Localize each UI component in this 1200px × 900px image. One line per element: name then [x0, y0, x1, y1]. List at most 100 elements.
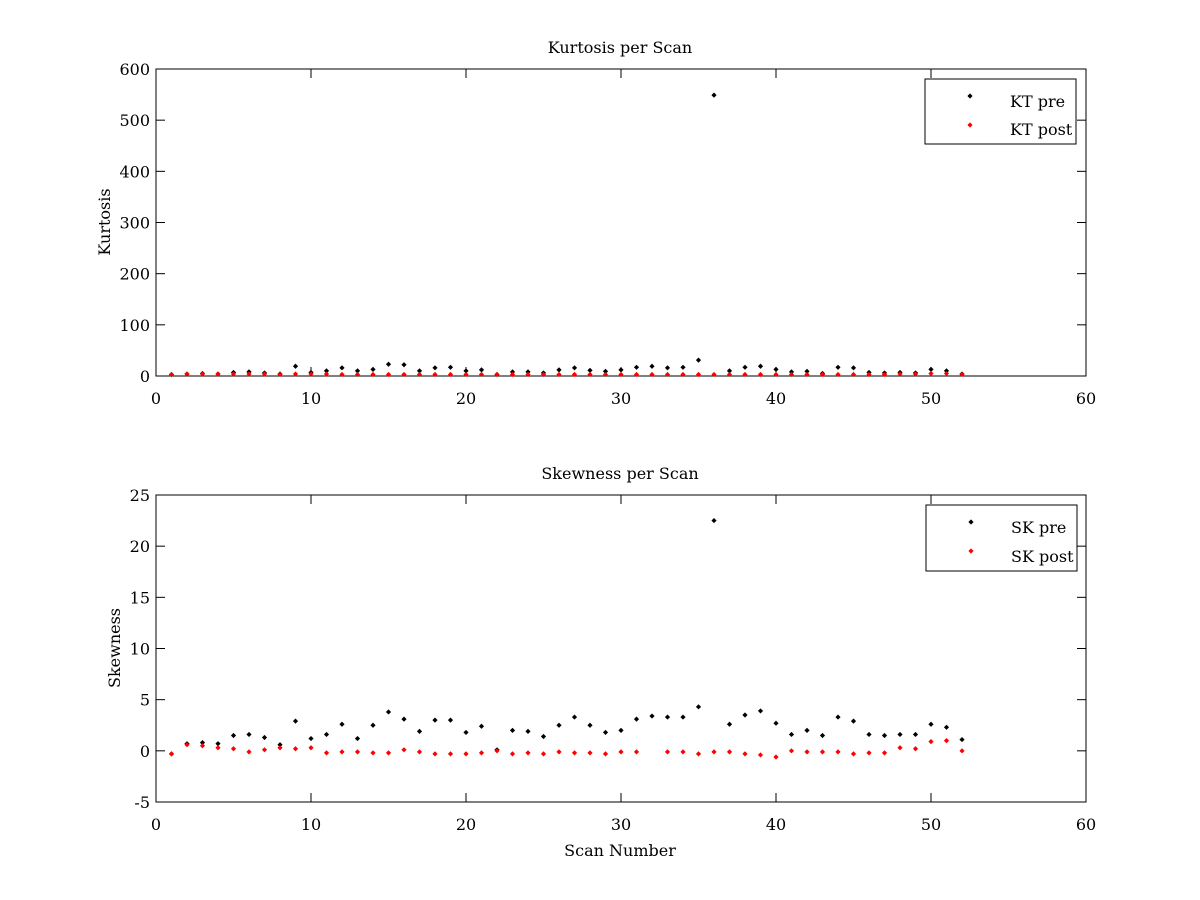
skewness-post-point [835, 749, 841, 755]
kurtosis-post-point [168, 371, 175, 378]
skewness-pre-point [587, 722, 593, 728]
skewness-y-tick-label: -5 [134, 793, 150, 812]
skewness-post-point [385, 750, 392, 756]
kurtosis-post-point [788, 371, 795, 378]
kurtosis-pre-point [726, 368, 733, 374]
kurtosis-post-point [525, 371, 531, 378]
skewness-post-point [602, 751, 609, 757]
kurtosis-post-point [277, 371, 283, 378]
skewness-axes [155, 494, 1087, 803]
kurtosis-legend-marker-pre [967, 93, 973, 99]
kurtosis-post-point [215, 371, 221, 377]
skewness-post-point [680, 749, 686, 755]
skewness-post-point [478, 750, 485, 756]
kurtosis-pre-point [695, 357, 702, 363]
skewness-pre-point [928, 721, 934, 727]
skewness-pre-point [354, 735, 361, 742]
skewness-post-point [463, 751, 469, 757]
kurtosis-pre-point [416, 368, 423, 374]
skewness-post-point [912, 746, 919, 752]
skewness-pre-point [850, 718, 857, 724]
kurtosis-post-point [540, 371, 547, 378]
skewness-pre-point [649, 713, 655, 719]
skewness-legend: SK pre SK post [925, 504, 1078, 572]
skewness-pre-point [540, 733, 547, 740]
skewness-pre-point [633, 716, 640, 722]
kurtosis-title: Kurtosis per Scan [548, 38, 692, 57]
kurtosis-y-axis-label: Kurtosis [95, 188, 114, 255]
kurtosis-pre-point [432, 365, 438, 371]
skewness-x-tick-label: 20 [456, 815, 476, 834]
kurtosis-pre-point [323, 368, 330, 374]
kurtosis-post-point [773, 371, 779, 378]
kurtosis-legend-label-post: KT post [1010, 120, 1073, 139]
kurtosis-legend-label-pre: KT pre [1010, 92, 1065, 111]
skewness-post-point [711, 749, 717, 755]
kurtosis-y-tick-label: 0 [140, 367, 150, 386]
kurtosis-post-point [292, 371, 299, 377]
skewness-pre-point [695, 704, 702, 710]
kurtosis-y-tick-label: 200 [119, 265, 150, 284]
skewness-pre-point [757, 708, 764, 714]
kurtosis-pre-point [680, 364, 686, 370]
skewness-pre-point [478, 723, 485, 729]
kurtosis-post-point [804, 371, 810, 378]
kurtosis-points [168, 92, 965, 378]
kurtosis-post-point [711, 371, 717, 378]
kurtosis-post-point [370, 371, 376, 378]
kurtosis-post-point [308, 371, 314, 377]
kurtosis-post-point [866, 371, 872, 378]
skewness-post-point [788, 748, 795, 754]
skewness-pre-point [447, 717, 454, 723]
kurtosis-pre-point [711, 92, 717, 98]
skewness-x-tick-label: 50 [921, 815, 941, 834]
kurtosis-post-point [928, 370, 934, 377]
kurtosis-post-point [618, 371, 624, 378]
skewness-post-point [416, 749, 423, 755]
skewness-x-tick-label: 10 [301, 815, 321, 834]
kurtosis-pre-point [835, 364, 841, 370]
skewness-post-point [726, 749, 733, 755]
skewness-pre-point [261, 734, 268, 741]
kurtosis-post-point [416, 371, 423, 378]
skewness-legend-marker-pre [968, 519, 974, 525]
kurtosis-post-point [509, 371, 516, 378]
kurtosis-post-point [726, 371, 733, 378]
kurtosis-post-point [649, 371, 655, 378]
kurtosis-legend: KT pre KT post [924, 78, 1077, 145]
kurtosis-post-point [246, 371, 252, 377]
kurtosis-post-point [184, 371, 190, 377]
kurtosis-pre-point [587, 367, 593, 373]
kurtosis-pre-point [463, 368, 469, 374]
kurtosis-pre-point [649, 363, 655, 369]
skewness-x-tick-label: 0 [151, 815, 161, 834]
kurtosis-pre-point [773, 366, 779, 372]
kurtosis-pre-point [556, 367, 562, 373]
kurtosis-pre-point [292, 363, 299, 369]
kurtosis-post-point [401, 371, 407, 378]
kurtosis-post-point [695, 371, 702, 378]
kurtosis-post-point [819, 371, 826, 378]
kurtosis-x-tick-label: 40 [766, 389, 786, 408]
kurtosis-y-tick-label: 600 [119, 60, 150, 79]
kurtosis-post-point [432, 371, 438, 378]
skewness-pre-point [432, 717, 438, 723]
skewness-post-point [339, 749, 345, 755]
skewness-post-point [292, 746, 299, 752]
skewness-y-tick-label: 5 [140, 691, 150, 710]
skewness-pre-point [246, 731, 252, 738]
skewness-pre-point [835, 714, 841, 720]
skewness-pre-point [525, 728, 531, 734]
kurtosis-post-point [463, 371, 469, 378]
skewness-pre-point [323, 731, 330, 738]
skewness-post-point [850, 751, 857, 757]
skewness-y-tick-label: 15 [130, 588, 150, 607]
skewness-x-tick-label: 30 [611, 815, 631, 834]
skewness-post-point [897, 745, 903, 751]
kurtosis-pre-point [804, 368, 810, 374]
skewness-post-point [664, 749, 671, 755]
kurtosis-post-point [912, 371, 919, 377]
